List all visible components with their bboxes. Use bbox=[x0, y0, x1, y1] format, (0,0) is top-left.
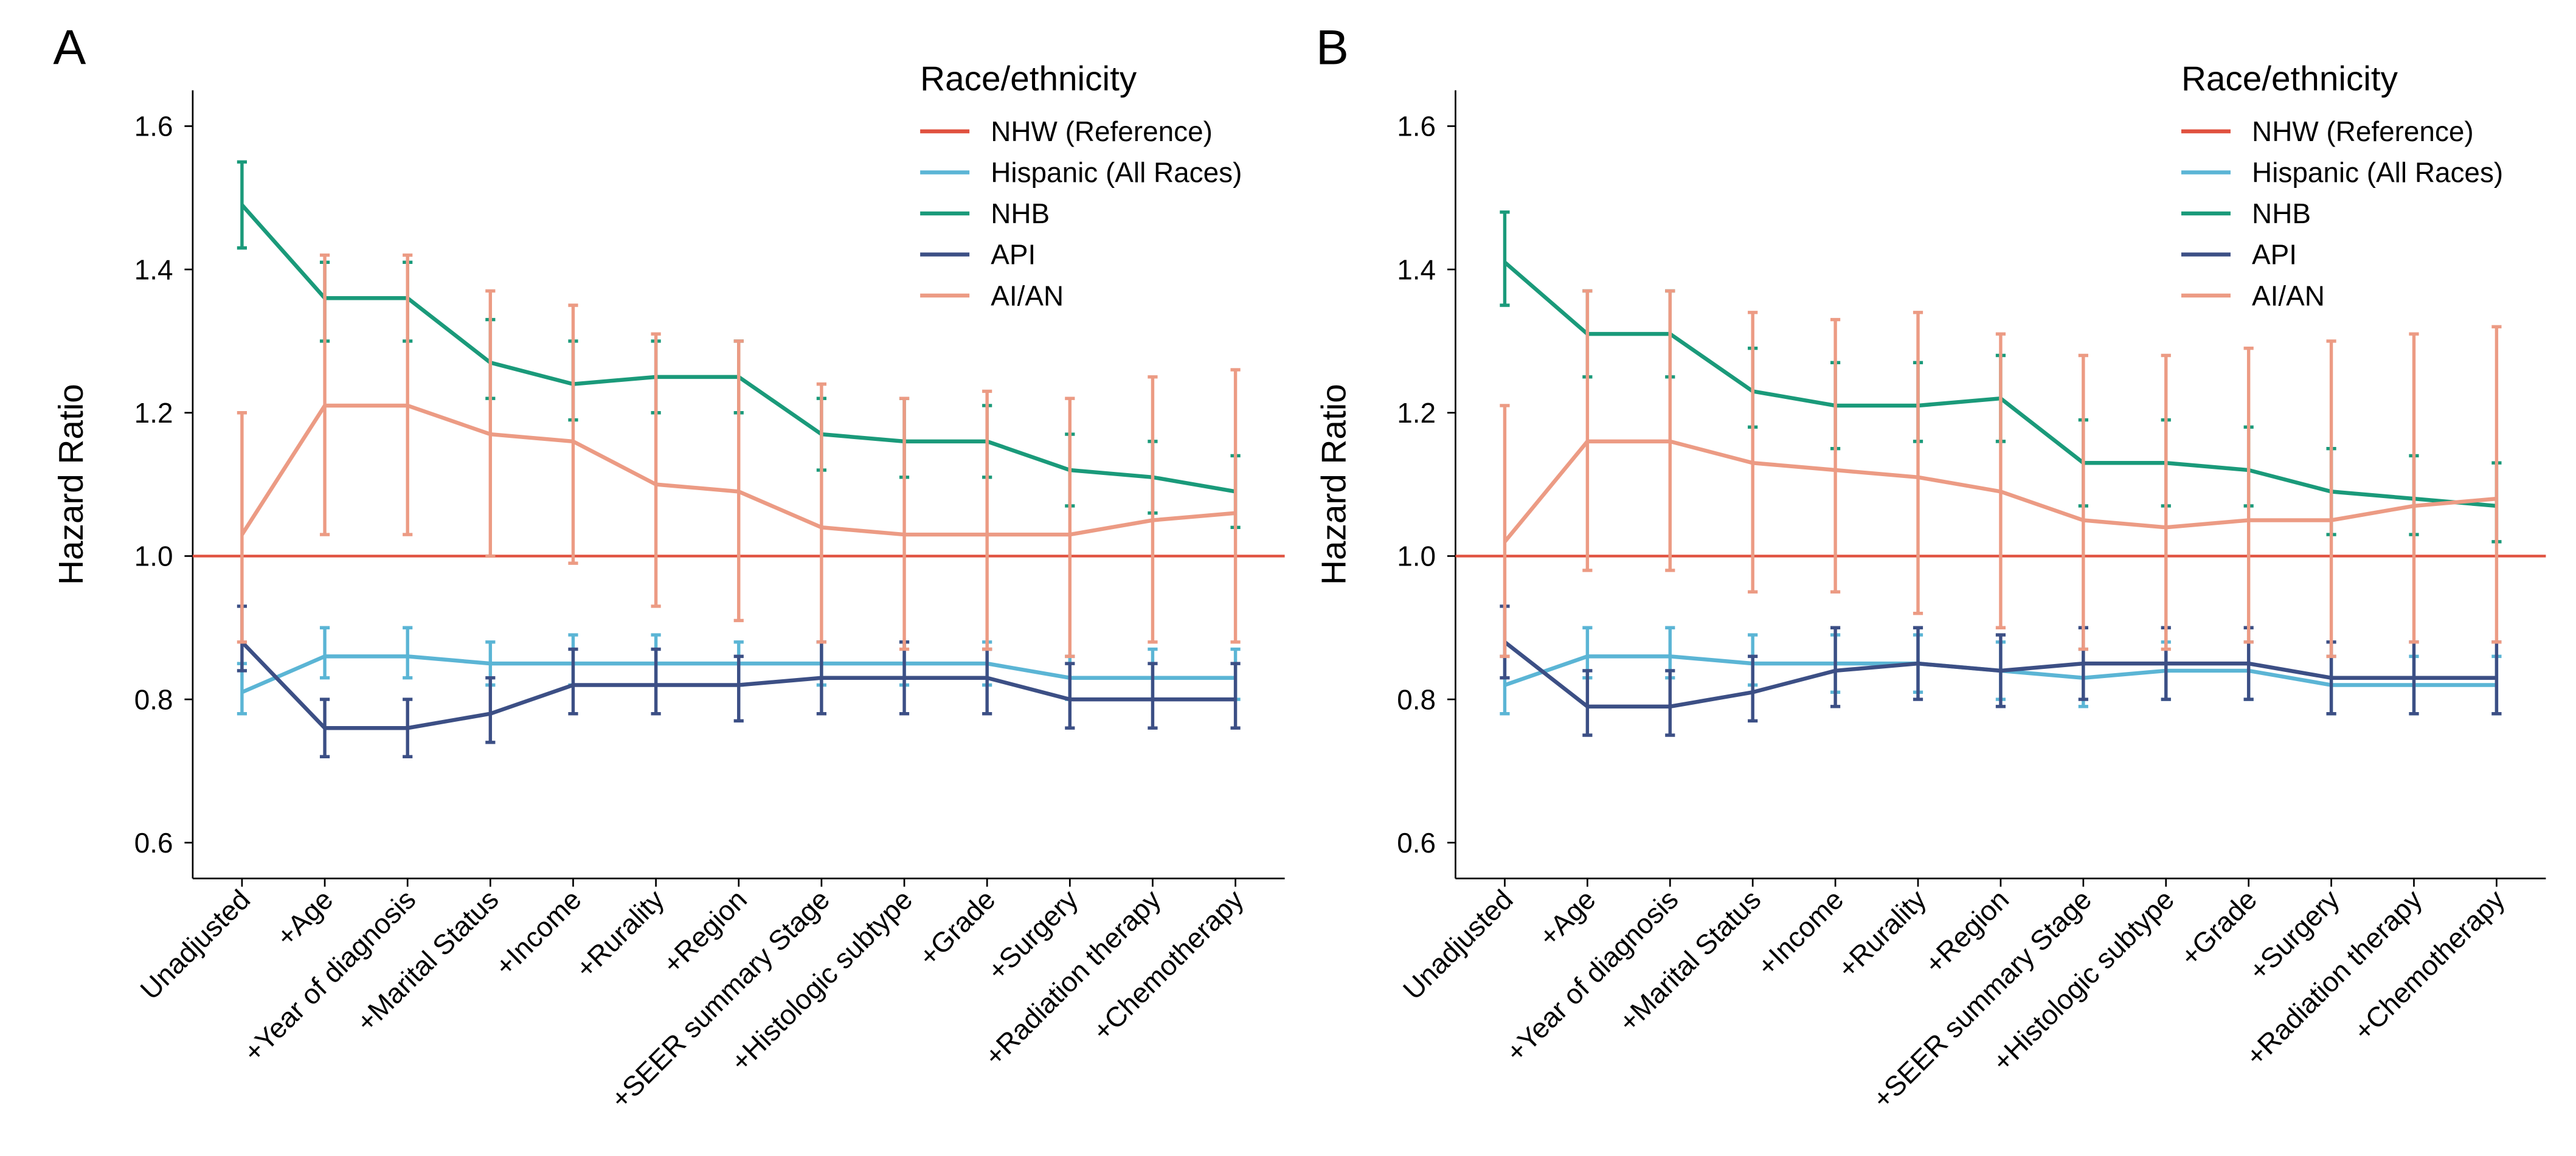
error-bar bbox=[1500, 404, 1510, 659]
y-tick-label: 1.6 bbox=[1397, 111, 1436, 142]
x-tick-label: +Marital Status bbox=[1612, 884, 1767, 1038]
error-bar bbox=[237, 411, 248, 644]
error-bar bbox=[403, 253, 413, 536]
error-bar bbox=[1230, 368, 1241, 644]
error-bar bbox=[1748, 654, 1758, 723]
error-bar bbox=[1230, 662, 1241, 730]
error-bar bbox=[733, 339, 744, 623]
error-bar bbox=[2326, 339, 2336, 659]
error-bar bbox=[1748, 311, 1758, 594]
y-tick-label: 1.0 bbox=[1397, 541, 1436, 572]
x-tick-label: +Chemotherapy bbox=[1086, 884, 1250, 1047]
legend-label: NHW (Reference) bbox=[2252, 116, 2474, 147]
y-tick-label: 0.8 bbox=[134, 684, 173, 715]
y-tick-label: 1.4 bbox=[1397, 254, 1436, 285]
error-bar bbox=[1582, 669, 1593, 737]
error-bar bbox=[2161, 353, 2171, 651]
error-bar bbox=[733, 654, 744, 723]
panel-title: B bbox=[1316, 20, 1349, 75]
x-tick-label: +Rurality bbox=[1832, 884, 1933, 985]
error-bar bbox=[1665, 669, 1675, 737]
error-bar bbox=[982, 389, 992, 651]
error-bar bbox=[485, 676, 496, 744]
error-bar bbox=[651, 332, 661, 608]
y-tick-label: 1.0 bbox=[134, 541, 173, 572]
x-tick-label: +Rurality bbox=[569, 884, 670, 985]
error-bar bbox=[319, 253, 330, 536]
y-tick-label: 0.8 bbox=[1397, 684, 1436, 715]
x-tick-label: Unadjusted bbox=[134, 884, 256, 1006]
error-bar bbox=[1995, 332, 2006, 629]
error-bar bbox=[485, 289, 496, 558]
y-tick-label: 0.6 bbox=[1397, 827, 1436, 859]
panel-title: A bbox=[53, 20, 86, 75]
error-bar bbox=[1065, 396, 1075, 659]
series-line bbox=[240, 403, 1236, 537]
x-tick-label: Unadjusted bbox=[1397, 884, 1519, 1006]
error-bar bbox=[982, 647, 992, 716]
legend-label: API bbox=[991, 239, 1036, 271]
y-tick-label: 1.6 bbox=[134, 111, 173, 142]
x-tick-label: +Income bbox=[1751, 884, 1849, 982]
series-line bbox=[1503, 640, 2497, 709]
error-bar bbox=[651, 647, 661, 716]
legend-label: Hispanic (All Races) bbox=[991, 157, 1242, 189]
error-bar bbox=[2243, 347, 2254, 644]
error-bar bbox=[1913, 311, 1923, 615]
x-tick-label: +Chemotherapy bbox=[2347, 884, 2511, 1047]
error-bar bbox=[1830, 317, 1841, 594]
error-bar bbox=[568, 647, 578, 716]
error-bar bbox=[319, 626, 330, 680]
legend-label: NHB bbox=[991, 198, 1050, 229]
x-tick-label: +Marital Status bbox=[350, 884, 505, 1038]
x-tick-label: +Age bbox=[270, 884, 339, 952]
y-tick-label: 1.2 bbox=[134, 397, 173, 429]
error-bar bbox=[403, 626, 413, 680]
error-bar bbox=[1500, 210, 1510, 307]
legend-title: Race/ethnicity bbox=[920, 60, 1137, 99]
error-bar bbox=[899, 396, 910, 651]
error-bar bbox=[1065, 662, 1075, 730]
legend-label: NHB bbox=[2252, 198, 2311, 229]
error-bar bbox=[1665, 289, 1675, 572]
error-bar bbox=[2491, 325, 2502, 644]
series-line bbox=[1503, 439, 2497, 543]
error-bar bbox=[1148, 375, 1158, 644]
x-tick-label: +Income bbox=[489, 884, 587, 982]
legend-label: AI/AN bbox=[2252, 280, 2325, 311]
y-tick-label: 1.4 bbox=[134, 254, 173, 285]
x-tick-label: +Age bbox=[1532, 884, 1601, 952]
y-axis-label: Hazard Ratio bbox=[1315, 384, 1354, 585]
error-bar bbox=[1148, 662, 1158, 730]
legend-label: NHW (Reference) bbox=[991, 116, 1213, 147]
error-bar bbox=[568, 303, 578, 565]
y-axis-label: Hazard Ratio bbox=[52, 384, 91, 585]
legend-label: AI/AN bbox=[991, 280, 1064, 311]
y-tick-label: 1.2 bbox=[1397, 397, 1436, 429]
error-bar bbox=[816, 382, 826, 644]
legend-label: Hispanic (All Races) bbox=[2252, 157, 2503, 189]
error-bar bbox=[2409, 332, 2419, 644]
error-bar bbox=[2078, 353, 2088, 651]
series-line bbox=[240, 640, 1236, 730]
error-bar bbox=[1830, 626, 1841, 708]
legend-label: API bbox=[2252, 239, 2297, 271]
error-bar bbox=[1582, 289, 1593, 572]
legend-title: Race/ethnicity bbox=[2181, 60, 2398, 99]
y-tick-label: 0.6 bbox=[134, 827, 173, 859]
